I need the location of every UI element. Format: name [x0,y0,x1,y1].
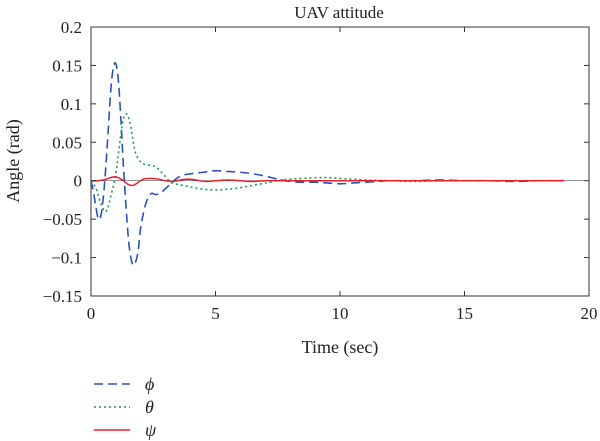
legend-label-3: ψ [145,420,157,440]
y-tick-label: 0.15 [52,56,82,75]
series-line-2 [91,112,565,213]
ticks-group: 0 5 10 15 20 −0.15 −0.1 −0.05 0 0.05 0.1 0.15 0.2 [43,18,598,323]
y-axis-label: Angle (rad) [3,119,24,202]
y-tick-label: 0.2 [61,18,82,37]
y-tick-label: −0.15 [43,287,82,306]
x-tick-label: 0 [87,304,96,323]
x-tick-label: 20 [581,304,598,323]
y-tick-label: 0.1 [61,95,82,114]
series-line-3 [91,176,565,187]
chart-title: UAV attitude [294,3,384,22]
x-tick-label: 5 [211,304,220,323]
plot-frame [90,26,590,297]
legend-label-1: ϕ [145,374,154,394]
y-tick-label: −0.1 [51,249,82,268]
x-tick-label: 10 [332,304,349,323]
series-line-1 [91,61,565,267]
legend: ϕθψ [94,374,157,440]
y-tick-label: 0.05 [52,133,82,152]
x-axis-label: Time (sec) [302,337,379,358]
x-tick-label: 15 [456,304,473,323]
y-tick-label: −0.05 [43,210,82,229]
y-tick-label: 0 [74,172,83,191]
series-group [91,61,565,267]
legend-label-2: θ [145,397,154,417]
